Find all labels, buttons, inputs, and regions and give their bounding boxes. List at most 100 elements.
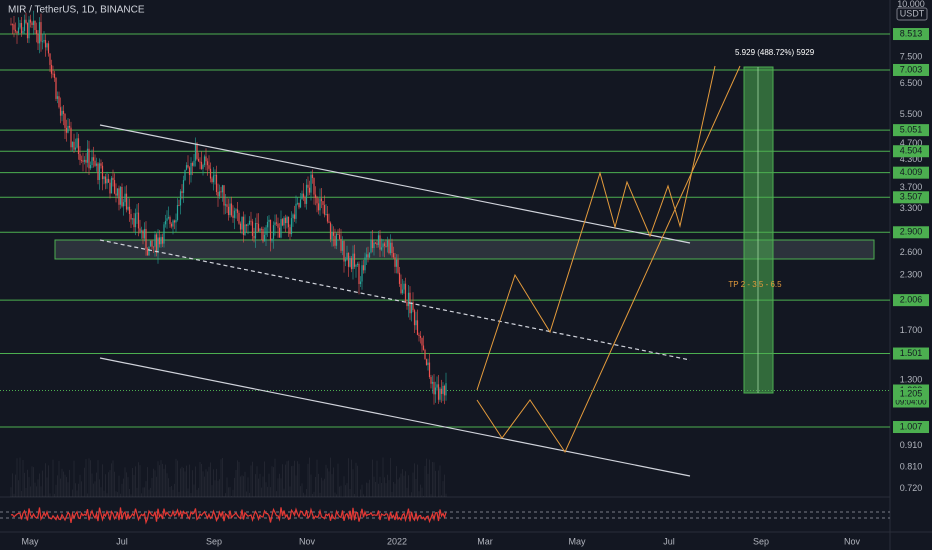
candle xyxy=(169,217,171,224)
candle xyxy=(286,216,288,224)
candle xyxy=(193,160,195,166)
candle xyxy=(80,160,83,161)
candle xyxy=(106,178,108,184)
candle xyxy=(308,187,311,193)
projection xyxy=(476,65,741,454)
candle xyxy=(85,159,87,163)
candle xyxy=(310,174,312,193)
candle xyxy=(275,222,278,224)
candle xyxy=(185,165,188,170)
candle xyxy=(28,19,30,39)
candle xyxy=(49,53,51,65)
level-label: 4.504 xyxy=(900,146,923,156)
candle xyxy=(359,281,362,285)
candle xyxy=(442,385,444,394)
candle xyxy=(374,242,377,244)
level-label-box xyxy=(893,63,929,76)
candle xyxy=(257,223,260,232)
candle xyxy=(379,235,381,250)
candle xyxy=(338,234,341,239)
candle xyxy=(377,235,380,245)
candle xyxy=(259,228,261,232)
candle xyxy=(365,254,368,258)
candle xyxy=(47,43,50,54)
candle xyxy=(230,203,233,216)
price-label: 3.300 xyxy=(900,203,923,213)
candle xyxy=(200,161,203,169)
candle xyxy=(340,238,342,251)
candle xyxy=(74,147,77,150)
candle xyxy=(395,259,398,267)
candle xyxy=(10,23,12,25)
candle xyxy=(182,180,185,193)
candle xyxy=(223,185,225,206)
candle xyxy=(289,227,291,235)
candle xyxy=(271,238,273,241)
candle xyxy=(151,240,153,247)
candle xyxy=(95,163,98,166)
candle xyxy=(83,159,86,162)
candle xyxy=(277,223,279,228)
candle xyxy=(61,110,63,116)
candle xyxy=(92,157,95,161)
price-label: 1.700 xyxy=(900,325,923,335)
candle xyxy=(79,154,81,161)
candle xyxy=(350,258,353,270)
time-label: Nov xyxy=(844,536,861,546)
candle xyxy=(65,127,68,133)
candle xyxy=(367,254,369,258)
candle xyxy=(391,242,393,254)
candle xyxy=(130,214,132,220)
candle xyxy=(197,158,200,162)
candle xyxy=(245,224,248,226)
candle xyxy=(59,107,62,116)
candle xyxy=(295,203,297,219)
candle xyxy=(293,214,296,219)
candle xyxy=(161,237,164,244)
candle xyxy=(26,22,29,39)
candle xyxy=(196,143,198,159)
candle xyxy=(137,212,140,229)
candle xyxy=(103,176,105,180)
candle xyxy=(248,220,251,225)
candle xyxy=(160,237,162,245)
candle xyxy=(392,253,395,258)
candle xyxy=(40,22,42,42)
candle xyxy=(46,43,48,48)
candle xyxy=(430,377,432,384)
candle xyxy=(229,203,231,216)
candle xyxy=(173,220,176,223)
candle xyxy=(425,359,428,365)
price-label: 1.300 xyxy=(900,374,923,384)
zone xyxy=(54,239,875,260)
candle xyxy=(91,157,93,166)
candle xyxy=(305,184,308,204)
candle xyxy=(331,232,333,240)
price-label: 0.720 xyxy=(900,483,923,493)
candle xyxy=(16,31,18,34)
price-label: 0.910 xyxy=(900,440,923,450)
countdown: 09:04:00 xyxy=(895,398,927,407)
candle xyxy=(334,235,336,246)
candle xyxy=(175,220,177,223)
candle xyxy=(125,193,128,210)
candle xyxy=(22,30,24,34)
candle xyxy=(188,167,191,175)
level-label: 4.009 xyxy=(900,167,923,177)
candle xyxy=(232,215,234,218)
candle xyxy=(34,20,36,31)
candle xyxy=(187,165,189,168)
candle xyxy=(428,362,431,378)
level-label-box xyxy=(893,226,929,239)
candle xyxy=(386,240,389,247)
candle xyxy=(235,209,237,211)
level-label: 7.003 xyxy=(900,64,923,74)
price-label: 10.000 xyxy=(897,0,925,9)
candle xyxy=(109,182,111,194)
candle xyxy=(154,234,156,247)
candle xyxy=(404,283,407,302)
candle xyxy=(332,232,335,236)
candle xyxy=(427,362,429,365)
candle xyxy=(323,204,326,215)
